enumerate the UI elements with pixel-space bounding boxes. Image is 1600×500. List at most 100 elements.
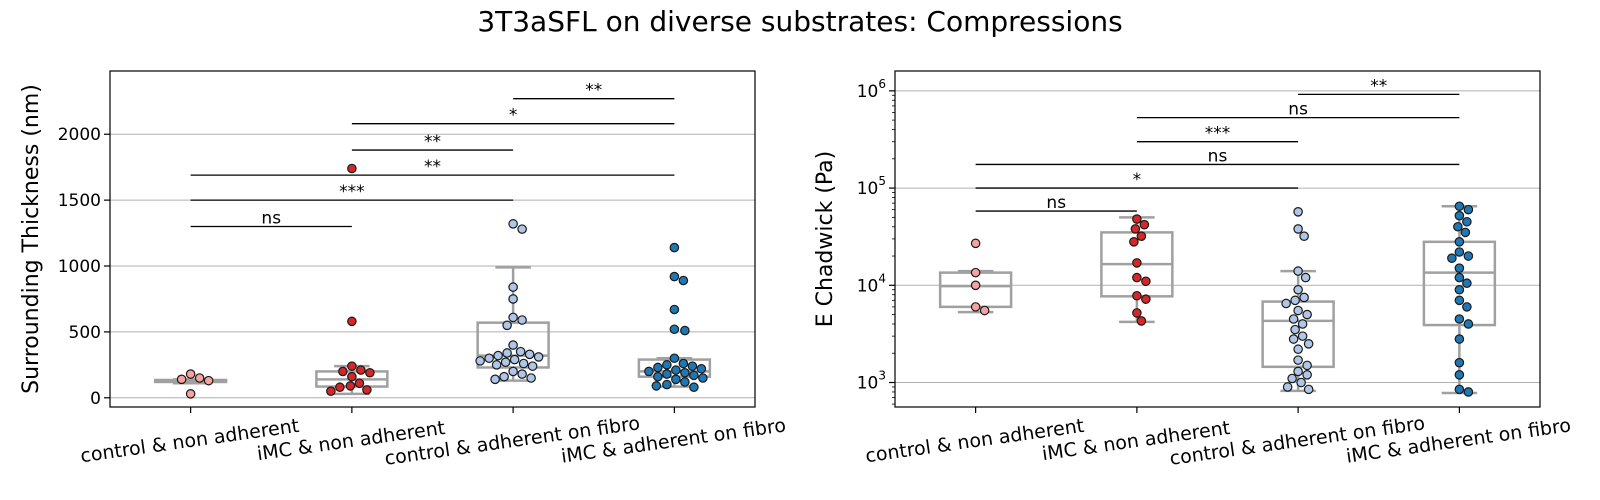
data-point: [1293, 344, 1303, 355]
data-point: [338, 366, 348, 377]
data-point: [203, 375, 214, 386]
data-point: [1293, 207, 1303, 217]
data-point: [1300, 272, 1311, 283]
data-point: [508, 294, 518, 304]
data-point: [1288, 334, 1299, 344]
data-point: [689, 382, 699, 393]
data-point: [194, 373, 205, 383]
data-point: [1454, 263, 1465, 273]
y-tick-label: 103: [857, 369, 886, 394]
data-point: [1460, 227, 1471, 238]
data-point: [509, 354, 520, 365]
significance-label: ***: [1205, 124, 1231, 144]
data-point: [1302, 370, 1312, 380]
data-point: [1141, 294, 1151, 304]
data-point: [1296, 377, 1306, 388]
data-point: [508, 312, 518, 323]
data-point: [671, 365, 681, 375]
data-point: [1132, 214, 1142, 224]
data-point: [651, 381, 662, 391]
significance-label: **: [585, 81, 602, 101]
data-point: [335, 382, 345, 393]
y-tick-label: 106: [857, 77, 886, 102]
data-point: [517, 224, 527, 234]
data-point: [680, 325, 690, 336]
data-point: [1130, 224, 1141, 234]
significance-label: **: [1370, 76, 1387, 96]
data-point: [1132, 258, 1142, 268]
data-point: [1462, 216, 1472, 227]
significance-label: **: [424, 157, 441, 177]
data-point: [1454, 210, 1465, 221]
data-point: [1454, 237, 1465, 247]
data-point: [662, 360, 672, 370]
data-point: [662, 379, 672, 390]
data-point: [1303, 384, 1314, 395]
data-point: [490, 374, 500, 385]
data-point: [653, 371, 663, 382]
data-point: [1282, 382, 1293, 392]
data-point: [970, 302, 981, 312]
data-point: [669, 324, 680, 335]
data-point: [1129, 237, 1139, 247]
axes-frame: [109, 70, 756, 408]
y-axis-label: Surrounding Thickness (nm): [19, 84, 44, 394]
data-point: [1132, 272, 1142, 283]
data-point: [362, 385, 372, 395]
data-point: [347, 371, 357, 382]
data-point: [1299, 231, 1309, 241]
data-point: [499, 371, 509, 382]
y-tick-label: 1000: [58, 257, 101, 277]
data-point: [1293, 366, 1303, 377]
data-point: [1454, 314, 1465, 324]
data-point: [1297, 319, 1308, 329]
data-point: [1293, 284, 1303, 295]
y-tick-exponent: 5: [878, 174, 886, 188]
y-tick-base: 10: [857, 374, 879, 394]
data-point: [524, 349, 535, 360]
data-point: [1299, 292, 1309, 303]
data-point: [1281, 298, 1291, 309]
axes-frame: [894, 70, 1541, 408]
data-point: [687, 361, 698, 371]
y-tick-label: 105: [857, 174, 886, 199]
y-tick-base: 10: [857, 276, 879, 296]
data-point: [1454, 384, 1465, 395]
y-tick-label: 104: [857, 271, 886, 296]
y-tick-base: 10: [857, 82, 879, 102]
y-tick-exponent: 6: [878, 77, 886, 91]
data-point: [356, 365, 366, 375]
data-point: [1454, 272, 1465, 283]
significance-label: ***: [339, 182, 365, 202]
data-point: [508, 366, 518, 377]
data-point: [484, 353, 494, 364]
data-point: [689, 370, 699, 381]
figure-title: 3T3aSFL on diverse substrates: Compressi…: [477, 5, 1122, 38]
data-point: [347, 361, 357, 371]
data-point: [508, 340, 518, 350]
data-point: [515, 346, 526, 357]
data-point: [326, 386, 336, 396]
data-point: [500, 357, 511, 367]
data-point: [1293, 305, 1303, 316]
data-point: [1454, 370, 1465, 380]
data-point: [1463, 204, 1474, 215]
data-point: [533, 352, 544, 362]
data-point: [1454, 284, 1465, 295]
y-tick-label: 500: [69, 323, 101, 343]
data-point: [502, 348, 512, 358]
data-point: [970, 280, 981, 291]
data-point: [1302, 360, 1312, 371]
data-point: [1303, 339, 1314, 349]
data-point: [1290, 324, 1300, 335]
data-point: [1136, 316, 1147, 326]
data-point: [653, 362, 663, 373]
data-point: [1287, 373, 1297, 384]
significance-label: *: [1133, 170, 1142, 190]
data-point: [669, 353, 680, 364]
data-point: [1462, 278, 1472, 289]
data-point: [185, 369, 196, 379]
data-point: [1293, 266, 1303, 276]
data-point: [517, 315, 527, 325]
